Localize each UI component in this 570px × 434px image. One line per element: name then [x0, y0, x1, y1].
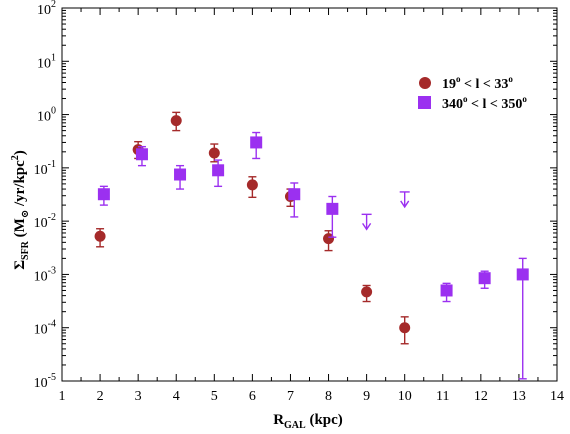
x-tick-label: 7	[287, 389, 294, 404]
legend-marker-circle	[419, 77, 431, 89]
data-point	[174, 168, 187, 181]
y-tick-label: 10-5	[34, 372, 56, 391]
legend-label-series-1: 19o < l < 33o	[442, 74, 513, 92]
y-tick-label: 10-4	[34, 319, 56, 338]
data-point	[246, 179, 258, 191]
x-tick-label: 12	[474, 389, 488, 404]
upper-limit-arrow	[400, 200, 410, 209]
data-point	[94, 230, 106, 242]
data-point	[516, 268, 529, 281]
data-point	[361, 286, 373, 298]
plot-frame	[61, 7, 558, 382]
y-axis-title: ΣSFR (M⊙ /yr/kpc2)	[10, 150, 31, 270]
y-tick-label: 10-3	[34, 265, 56, 284]
x-tick-label: 8	[325, 389, 332, 404]
x-tick-label: 13	[512, 389, 526, 404]
data-point	[97, 188, 110, 201]
x-tick-label: 5	[211, 389, 218, 404]
x-tick-label: 10	[398, 389, 412, 404]
y-tick-label: 100	[37, 106, 56, 125]
data-point	[478, 272, 491, 285]
y-tick-label: 102	[37, 0, 56, 18]
x-tick-label: 11	[436, 389, 449, 404]
plot-border	[61, 7, 558, 382]
series-2	[97, 131, 529, 380]
x-tick-label: 3	[135, 389, 142, 404]
data-point	[440, 284, 453, 297]
y-tick-label: 10-1	[34, 159, 56, 178]
x-tick-label: 2	[97, 389, 104, 404]
x-axis-title: RGAL (kpc)	[273, 412, 343, 431]
data-point	[208, 147, 220, 159]
data-point	[250, 136, 263, 149]
data-point	[212, 164, 225, 177]
x-tick-label: 14	[550, 389, 564, 404]
y-axis-ticks: 10-5 10-4 10-3 10-2 10-1 100 101 102	[34, 0, 557, 391]
data-point	[323, 233, 335, 245]
x-tick-label: 9	[363, 389, 370, 404]
x-axis-ticks: 1 2 3 4 5 6 7 8 9 10 11 12 13 14	[59, 8, 564, 404]
data-point	[326, 202, 339, 215]
legend-label-series-2: 340o < l < 350o	[442, 94, 527, 112]
y-tick-label: 10-2	[34, 212, 56, 231]
data-point	[399, 322, 411, 334]
legend-marker-square	[418, 96, 431, 109]
data-point	[288, 188, 301, 201]
series-layer	[94, 111, 529, 380]
x-tick-label: 1	[59, 389, 66, 404]
upper-limit-arrow	[362, 222, 372, 231]
x-tick-label: 6	[249, 389, 256, 404]
data-point	[135, 148, 148, 161]
x-tick-label: 4	[173, 389, 180, 404]
legend: 19o < l < 33o 340o < l < 350o	[418, 74, 527, 112]
data-point	[170, 115, 182, 127]
y-tick-label: 101	[37, 52, 56, 71]
